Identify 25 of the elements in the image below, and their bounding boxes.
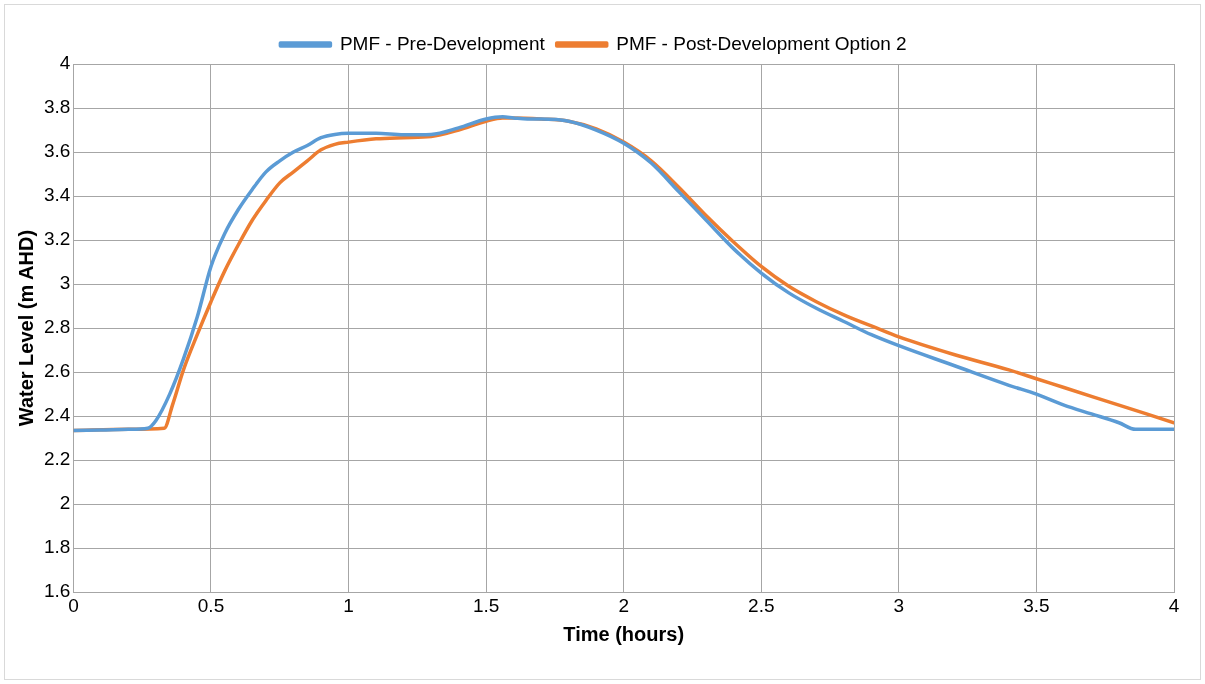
y-tick-label: 4	[59, 52, 71, 74]
legend-label: PMF - Post-Development Option 2	[616, 32, 907, 54]
y-axis-title: Water Level (m AHD)	[14, 229, 37, 427]
y-tick-label: 2.2	[43, 448, 71, 470]
y-tick-label: 3.8	[43, 96, 71, 118]
y-tick-label: 1.8	[43, 536, 71, 558]
y-tick-label: 2.8	[43, 316, 71, 338]
y-tick-label: 3.4	[43, 184, 71, 206]
x-tick-label: 2	[618, 594, 629, 616]
x-tick-label: 3	[893, 594, 905, 616]
legend-label: PMF - Pre-Development	[339, 32, 546, 54]
x-tick-label: 0.5	[197, 594, 225, 616]
x-tick-label: 2.5	[748, 594, 775, 616]
y-tick-label: 2.4	[43, 404, 71, 426]
x-tick-label: 3.5	[1023, 594, 1050, 616]
x-tick-label: 4	[1168, 594, 1180, 616]
y-tick-label: 2.6	[43, 360, 71, 382]
y-tick-label: 3	[59, 272, 71, 294]
y-tick-label: 3.2	[43, 228, 71, 250]
y-tick-label: 3.6	[43, 140, 71, 162]
x-axis-title: Time (hours)	[563, 622, 685, 645]
x-tick-label: 1.5	[472, 594, 500, 616]
x-tick-label: 1	[343, 594, 354, 616]
x-tick-label: 0	[68, 594, 79, 616]
y-tick-label: 2	[59, 492, 71, 514]
